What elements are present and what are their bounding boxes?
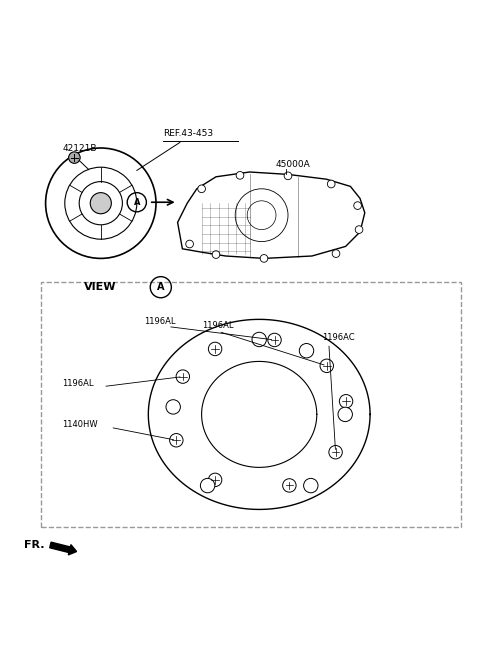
Circle shape xyxy=(283,479,296,492)
Circle shape xyxy=(200,478,215,493)
Circle shape xyxy=(252,333,266,346)
Circle shape xyxy=(166,400,180,414)
Circle shape xyxy=(300,344,314,358)
Circle shape xyxy=(355,226,363,234)
Circle shape xyxy=(186,240,193,248)
Circle shape xyxy=(260,255,268,262)
Circle shape xyxy=(236,171,244,179)
Text: 1196AL: 1196AL xyxy=(62,379,94,388)
Text: FR.: FR. xyxy=(24,540,45,550)
Text: 1140HW: 1140HW xyxy=(62,420,98,429)
Text: 1196AL: 1196AL xyxy=(202,321,233,331)
Circle shape xyxy=(90,193,111,214)
Text: REF.43-453: REF.43-453 xyxy=(163,129,213,138)
FancyArrow shape xyxy=(50,542,77,555)
Text: VIEW: VIEW xyxy=(84,282,117,292)
Circle shape xyxy=(327,180,335,188)
Text: A: A xyxy=(157,282,165,292)
Circle shape xyxy=(268,333,281,346)
Circle shape xyxy=(320,359,334,373)
Circle shape xyxy=(69,152,80,163)
Circle shape xyxy=(169,434,183,447)
Circle shape xyxy=(332,250,340,257)
Circle shape xyxy=(176,370,190,383)
Circle shape xyxy=(339,394,353,408)
Circle shape xyxy=(354,202,361,209)
Circle shape xyxy=(304,478,318,493)
Text: 45000A: 45000A xyxy=(276,159,311,169)
Text: A: A xyxy=(133,197,140,207)
Circle shape xyxy=(284,172,292,180)
Circle shape xyxy=(208,473,222,487)
Circle shape xyxy=(198,185,205,193)
Text: 1196AL: 1196AL xyxy=(144,317,176,325)
Circle shape xyxy=(338,407,352,422)
Text: 1196AC: 1196AC xyxy=(322,333,354,342)
Circle shape xyxy=(329,445,342,459)
Text: 42121B: 42121B xyxy=(62,144,97,153)
Circle shape xyxy=(208,342,222,356)
Circle shape xyxy=(212,251,220,258)
